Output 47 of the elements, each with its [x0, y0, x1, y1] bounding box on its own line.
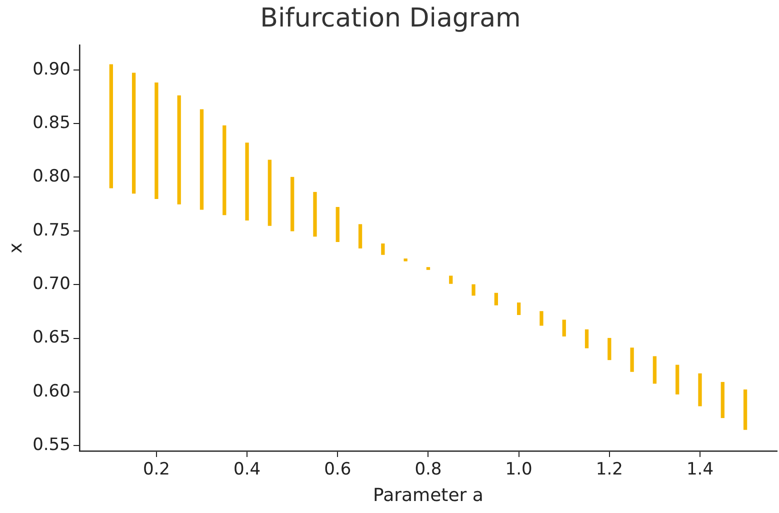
bar [630, 348, 634, 372]
bar [494, 292, 498, 306]
x-tick-label: 1.2 [596, 460, 623, 480]
bar [652, 356, 657, 384]
bar [268, 160, 272, 226]
bar [109, 64, 113, 188]
bar [200, 109, 204, 210]
bar [608, 338, 612, 360]
y-tick-label: 0.60 [32, 381, 70, 402]
x-tick-label: 0.4 [234, 460, 261, 480]
bar [743, 389, 748, 430]
bar [404, 258, 408, 262]
y-tick-label: 0.80 [32, 166, 70, 187]
y-tick-label: 0.90 [32, 59, 70, 80]
bar [584, 329, 589, 348]
bar [540, 311, 544, 326]
bar [177, 95, 181, 204]
y-tick-label: 0.70 [32, 274, 70, 294]
y-axis-title: x [5, 242, 26, 254]
bar [472, 284, 476, 296]
x-tick-label: 0.6 [324, 460, 352, 480]
bar [698, 373, 702, 406]
x-axis-title: Parameter a [373, 484, 484, 506]
bar [381, 243, 385, 255]
x-tick-label: 1.0 [505, 460, 532, 480]
bar [222, 125, 226, 216]
bar [676, 364, 680, 394]
x-tick-label: 0.2 [142, 460, 170, 480]
x-tick-label: 0.8 [414, 460, 442, 480]
bar [245, 142, 249, 221]
bar [720, 382, 724, 418]
bar [336, 206, 340, 242]
chart-title: Bifurcation Diagram [260, 3, 521, 34]
bar [516, 302, 521, 315]
bar [426, 267, 430, 270]
x-tick-label: 1.4 [686, 460, 714, 480]
bar [290, 176, 294, 232]
bar [313, 192, 317, 237]
y-tick-label: 0.55 [32, 435, 70, 456]
bar [154, 82, 158, 200]
y-tick-label: 0.85 [32, 112, 70, 133]
y-tick-label: 0.65 [32, 328, 70, 348]
bar [358, 224, 362, 248]
y-tick-label: 0.75 [32, 220, 70, 240]
bar [449, 276, 453, 284]
bar [562, 320, 566, 336]
bar [132, 72, 136, 194]
